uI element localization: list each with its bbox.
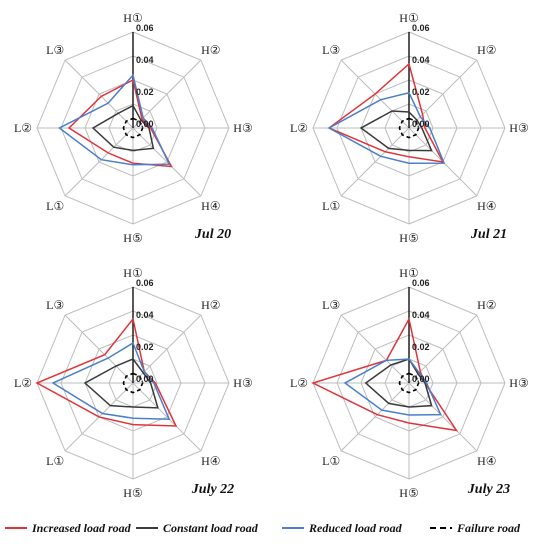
series-increased-load-road	[67, 78, 173, 168]
series-increased-load-road	[327, 62, 445, 163]
grid-spoke	[132, 127, 202, 197]
axis-label: H②	[477, 298, 496, 312]
tick-label: 0.04	[136, 310, 154, 320]
series-reduced-load-road	[327, 91, 446, 164]
tick-label: 0.04	[412, 310, 430, 320]
grid-spoke	[64, 127, 134, 197]
axis-label: H①	[123, 11, 142, 25]
axis-label: H⑤	[399, 486, 418, 500]
tick-label: 0.06	[412, 23, 430, 33]
grid-spoke	[64, 59, 134, 129]
tick-label: 0.06	[136, 23, 154, 33]
legend-label: Increased load road	[31, 521, 132, 535]
axis-label: H③	[509, 376, 528, 390]
axis-label: H②	[201, 298, 220, 312]
grid-spoke	[408, 382, 478, 452]
tick-label: 0.02	[136, 87, 154, 97]
axis-label: H③	[233, 376, 252, 390]
chart-date-title: July 23	[467, 482, 510, 497]
series-increased-load-road	[310, 316, 459, 432]
grid-spoke	[64, 314, 134, 384]
axis-label: H③	[233, 121, 252, 135]
tick-label: 0.02	[412, 87, 430, 97]
legend-item: Constant load road	[136, 521, 259, 535]
axis-label: L③	[322, 43, 340, 57]
tick-label: 0.00	[412, 374, 430, 384]
axis-label: L③	[46, 298, 64, 312]
series-reduced-load-road	[57, 73, 171, 166]
chart-date-title: Jul 20	[194, 227, 231, 242]
tick-label: 0.00	[136, 119, 154, 129]
axis-label: L①	[322, 199, 340, 213]
legend-item: Reduced load road	[282, 521, 403, 535]
grid-spoke	[340, 127, 410, 197]
tick-label: 0.02	[412, 342, 430, 352]
axis-label: L①	[46, 199, 64, 213]
axis-label: H⑤	[123, 486, 142, 500]
legend-item: Increased load road	[5, 521, 132, 535]
axis-label: H⑤	[123, 231, 142, 245]
axis-label: L②	[14, 121, 32, 135]
axis-label: H④	[477, 454, 496, 468]
axis-label: H①	[123, 266, 142, 280]
chart-date-title: Jul 21	[470, 227, 507, 242]
chart-date-title: July 22	[191, 482, 234, 497]
tick-label: 0.04	[412, 55, 430, 65]
series-failure-road	[122, 372, 144, 394]
axis-label: L①	[46, 454, 64, 468]
axis-label: H①	[399, 11, 418, 25]
series-reduced-load-road	[51, 341, 171, 420]
grid-spoke	[340, 314, 410, 384]
tick-label: 0.04	[136, 55, 154, 65]
axis-label: L②	[14, 376, 32, 390]
axis-label: H④	[201, 199, 220, 213]
series-constant-load-road	[359, 110, 433, 152]
axis-label: H③	[509, 121, 528, 135]
tick-label: 0.00	[412, 119, 430, 129]
axis-label: H④	[201, 454, 220, 468]
legend-label: Failure road	[456, 521, 521, 535]
tick-label: 0.02	[136, 342, 154, 352]
grid-spoke	[132, 59, 202, 129]
series-constant-load-road	[364, 358, 433, 408]
tick-label: 0.06	[136, 278, 154, 288]
series-failure-road	[398, 372, 420, 394]
tick-label: 0.06	[412, 278, 430, 288]
axis-label: L③	[46, 43, 64, 57]
tick-label: 0.00	[136, 374, 154, 384]
grid-spoke	[340, 382, 410, 452]
series-failure-road	[398, 117, 420, 139]
axis-label: L②	[290, 121, 308, 135]
series-failure-road	[122, 117, 144, 139]
grid-spoke	[132, 382, 202, 452]
axis-label: L①	[322, 454, 340, 468]
axis-label: H②	[477, 43, 496, 57]
series-reduced-load-road	[343, 358, 442, 416]
series-constant-load-road	[83, 358, 159, 409]
axis-label: H⑤	[399, 231, 418, 245]
axis-label: H④	[477, 199, 496, 213]
legend-label: Reduced load road	[308, 521, 403, 535]
legend: Increased load road Constant load road Red…	[5, 521, 521, 535]
axis-label: H①	[399, 266, 418, 280]
axis-label: L②	[290, 376, 308, 390]
legend-item: Failure road	[430, 521, 521, 535]
axis-label: L③	[322, 298, 340, 312]
series-constant-load-road	[91, 104, 155, 152]
legend-label: Constant load road	[163, 521, 259, 535]
axis-label: H②	[201, 43, 220, 57]
